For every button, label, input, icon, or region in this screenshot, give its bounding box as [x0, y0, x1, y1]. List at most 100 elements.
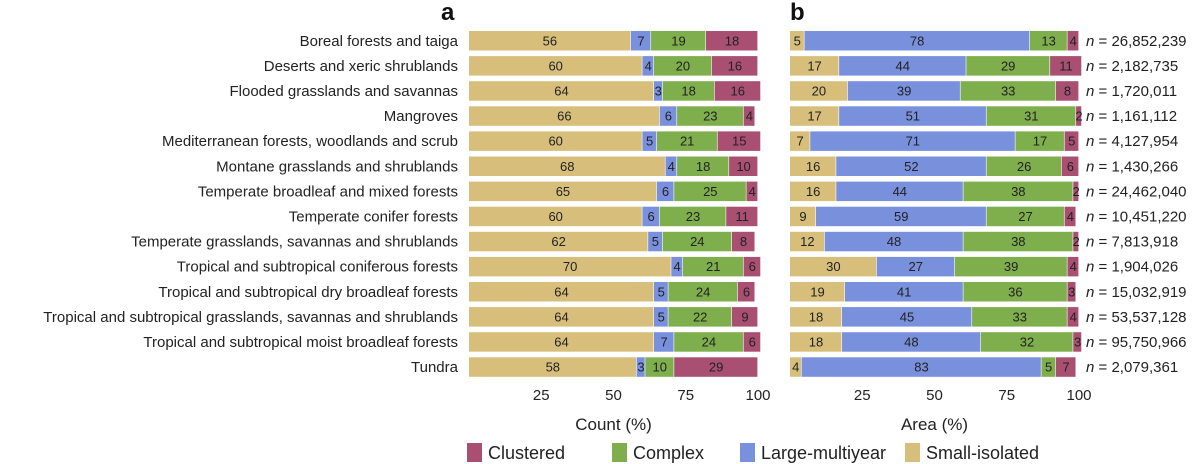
bar-count-complex-13 — [674, 332, 743, 352]
bar-area-large-multiyear-6 — [836, 156, 986, 176]
bar-count-large-multiyear-11 — [653, 282, 668, 302]
x-tick-count-25: 25 — [533, 387, 550, 404]
n-label-10: n = 1,904,026 — [1086, 259, 1178, 276]
bar-value-area-complex-5: 17 — [1033, 134, 1047, 149]
bar-count-complex-3 — [662, 81, 715, 101]
bar-value-count-large-multiyear-9: 5 — [652, 234, 659, 249]
n-label-1: n = 26,852,239 — [1086, 33, 1187, 50]
n-label-12: n = 53,537,128 — [1086, 309, 1187, 326]
x-axis-title-count: Count (%) — [575, 415, 652, 434]
bar-value-area-small-isolated-14: 4 — [792, 360, 799, 375]
bar-value-area-complex-2: 29 — [1001, 58, 1015, 73]
bar-area-complex-10 — [954, 256, 1067, 277]
bar-area-clustered-11 — [1067, 282, 1076, 302]
bar-count-small-isolated-10 — [469, 256, 671, 277]
bar-area-large-multiyear-8 — [816, 206, 986, 227]
bar-value-area-clustered-5: 5 — [1068, 134, 1075, 149]
bar-area-small-isolated-10 — [790, 256, 877, 277]
x-tick-area-50: 50 — [926, 387, 943, 404]
category-label-temperate-broadleaf-and-mixed-forests: Temperate broadleaf and mixed forests — [198, 183, 458, 200]
bar-value-count-clustered-14: 29 — [709, 360, 723, 375]
bar-count-large-multiyear-8 — [642, 206, 660, 227]
bar-area-small-isolated-1 — [790, 31, 804, 51]
bar-value-count-large-multiyear-13: 7 — [660, 334, 667, 349]
bar-value-count-small-isolated-9: 62 — [551, 234, 565, 249]
bar-value-count-large-multiyear-2: 4 — [645, 58, 652, 73]
n-label-3: n = 1,720,011 — [1086, 83, 1177, 100]
bar-area-clustered-7 — [1073, 181, 1079, 202]
bar-value-area-complex-4: 31 — [1024, 109, 1038, 124]
bar-value-area-small-isolated-4: 17 — [807, 109, 821, 124]
legend-swatch-large-multiyear — [740, 443, 755, 462]
bar-value-count-small-isolated-13: 64 — [554, 334, 568, 349]
bar-count-clustered-9 — [731, 231, 755, 252]
bar-value-area-complex-11: 36 — [1008, 284, 1022, 299]
bar-value-count-small-isolated-8: 60 — [548, 209, 562, 224]
bar-value-count-complex-2: 20 — [676, 58, 690, 73]
bar-area-small-isolated-8 — [790, 206, 816, 227]
bar-count-clustered-7 — [746, 181, 758, 202]
bar-area-clustered-4 — [1076, 106, 1082, 126]
bar-value-area-clustered-10: 4 — [1070, 259, 1077, 274]
bar-value-area-small-isolated-9: 12 — [800, 234, 814, 249]
bar-area-clustered-2 — [1050, 56, 1082, 76]
bar-area-complex-5 — [1015, 131, 1064, 151]
bar-area-complex-8 — [986, 206, 1064, 227]
bar-value-count-clustered-6: 10 — [736, 159, 750, 174]
bar-value-count-clustered-10: 6 — [749, 259, 756, 274]
bar-value-count-large-multiyear-14: 3 — [637, 360, 644, 375]
bar-value-area-small-isolated-11: 19 — [810, 284, 824, 299]
bar-value-count-complex-5: 21 — [680, 134, 694, 149]
bar-value-area-small-isolated-13: 18 — [809, 334, 823, 349]
bar-count-complex-8 — [659, 206, 726, 227]
legend-label-complex: Complex — [633, 443, 704, 463]
bar-count-small-isolated-11 — [469, 282, 654, 302]
sample-size-labels: n = 26,852,239 n = 2,182,735 n = 1,720,011… — [1086, 33, 1187, 376]
bar-value-area-clustered-2: 11 — [1059, 58, 1073, 73]
bar-value-count-clustered-9: 8 — [740, 234, 747, 249]
bar-value-count-small-isolated-2: 60 — [548, 58, 562, 73]
bar-area-large-multiyear-11 — [844, 282, 963, 302]
bar-value-count-clustered-3: 16 — [731, 83, 745, 98]
bar-area-large-multiyear-4 — [839, 106, 986, 126]
x-tick-count-100: 100 — [745, 387, 770, 404]
n-label-2: n = 2,182,735 — [1086, 58, 1178, 75]
bar-value-area-large-multiyear-10: 27 — [908, 259, 922, 274]
bar-value-area-small-isolated-12: 18 — [809, 309, 823, 324]
bar-count-clustered-13 — [743, 332, 761, 352]
bar-area-clustered-8 — [1064, 206, 1076, 227]
bar-count-small-isolated-7 — [469, 181, 657, 202]
bar-value-count-complex-13: 24 — [702, 334, 716, 349]
n-label-11: n = 15,032,919 — [1086, 284, 1187, 301]
bar-value-area-small-isolated-7: 16 — [806, 184, 820, 199]
bar-value-area-large-multiyear-3: 39 — [897, 83, 911, 98]
bar-value-area-complex-10: 39 — [1004, 259, 1018, 274]
bar-count-clustered-5 — [717, 131, 761, 151]
bar-area-complex-14 — [1041, 357, 1056, 377]
bar-value-count-complex-6: 18 — [696, 159, 710, 174]
bar-value-area-clustered-8: 4 — [1067, 209, 1074, 224]
n-label-6: n = 1,430,266 — [1086, 158, 1178, 175]
bar-area-complex-2 — [966, 56, 1050, 76]
bar-area-large-multiyear-9 — [824, 231, 963, 252]
bar-count-clustered-4 — [743, 106, 755, 126]
category-label-temperate-grasslands-savannas-and-shrublands: Temperate grasslands, savannas and shrub… — [131, 234, 458, 251]
legend-swatch-small-isolated — [905, 443, 920, 462]
bar-count-large-multiyear-6 — [665, 156, 677, 176]
bar-area-small-isolated-9 — [790, 231, 825, 252]
bar-count-clustered-8 — [726, 206, 758, 227]
bar-count-complex-4 — [677, 106, 743, 126]
bar-value-count-small-isolated-11: 64 — [554, 284, 568, 299]
bar-value-area-large-multiyear-2: 44 — [895, 58, 909, 73]
bar-value-count-clustered-5: 15 — [732, 134, 746, 149]
bar-area-large-multiyear-13 — [842, 332, 981, 352]
n-label-8: n = 10,451,220 — [1086, 208, 1187, 225]
bar-value-area-large-multiyear-1: 78 — [910, 33, 924, 48]
bar-value-count-clustered-11: 6 — [743, 284, 750, 299]
n-label-4: n = 1,161,112 — [1086, 108, 1177, 125]
legend: Clustered Complex Large-multiyear Small-iso… — [467, 443, 1039, 463]
category-label-deserts-and-xeric-shrublands: Deserts and xeric shrublands — [264, 58, 458, 75]
bar-area-small-isolated-13 — [790, 332, 842, 352]
bar-value-area-large-multiyear-11: 41 — [897, 284, 911, 299]
